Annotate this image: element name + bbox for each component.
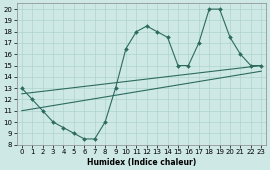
X-axis label: Humidex (Indice chaleur): Humidex (Indice chaleur) [87, 158, 196, 167]
